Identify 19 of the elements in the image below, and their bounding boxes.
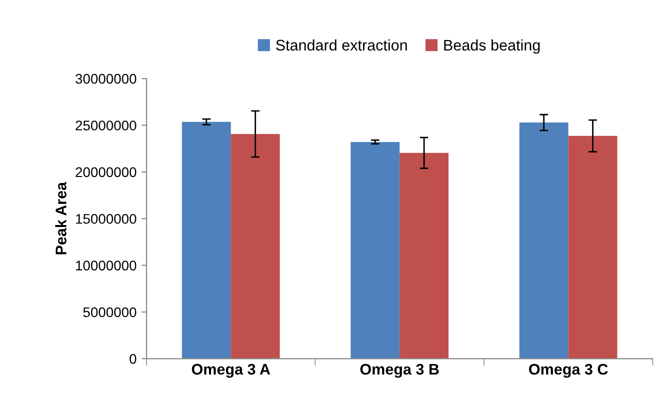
y-tick-label: 5000000 (83, 307, 136, 318)
y-tick-label: 30000000 (76, 74, 136, 84)
x-tick-label: Omega 3 A (192, 364, 270, 378)
bar (519, 122, 568, 359)
y-axis-title: Peak Area (55, 182, 66, 254)
y-tick-label: 0 (130, 354, 136, 364)
bar (568, 136, 618, 359)
legend-label: Standard extraction (276, 39, 407, 51)
y-tick-label: 25000000 (76, 120, 136, 130)
x-tick-label: Omega 3 C (529, 364, 608, 378)
y-tick-label: 20000000 (76, 167, 136, 178)
x-tick-label: Omega 3 B (360, 364, 439, 378)
y-tick-label: 15000000 (76, 214, 136, 224)
bar (182, 122, 231, 359)
legend-label: Beads beating (444, 39, 540, 54)
bar (400, 152, 449, 359)
y-tick-label: 10000000 (76, 260, 136, 270)
bar (350, 142, 400, 359)
bar (230, 134, 280, 359)
